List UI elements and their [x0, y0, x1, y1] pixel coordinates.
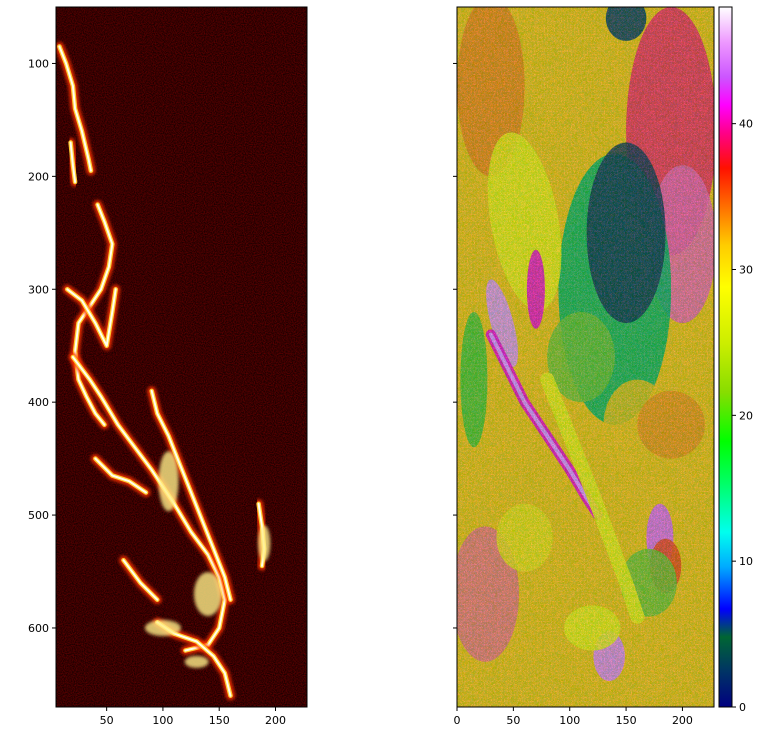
- left-y-tick-label: 200: [28, 170, 49, 183]
- left-heatmap-noise: [56, 7, 307, 707]
- left-y-tick-label: 600: [28, 622, 49, 635]
- colorbar-tick-label: 10: [739, 555, 753, 568]
- right-axes-frame: [456, 6, 715, 708]
- hot-filament-peak: [74, 203, 114, 426]
- left-y-tick-label: 100: [28, 57, 49, 70]
- right-x-tick-label: 150: [616, 714, 637, 727]
- right-x-axis: 0 50 100 150 200: [454, 707, 693, 727]
- right-heatmap-speckle: [457, 7, 714, 707]
- right-x-tick-label: 50: [506, 714, 520, 727]
- hot-filament-peak: [66, 288, 117, 347]
- hot-blob: [258, 525, 271, 562]
- colorbar-frame: [718, 6, 733, 708]
- left-x-tick-label: 200: [265, 714, 286, 727]
- hot-blob: [158, 451, 179, 512]
- hot-blob: [193, 572, 222, 617]
- left-bright-features: [56, 42, 271, 701]
- left-y-axis: 100 200 300 400 500 600: [28, 57, 56, 635]
- right-x-tick-label: 200: [672, 714, 693, 727]
- colorbar-tick-label: 20: [739, 409, 753, 422]
- hot-filament-peak: [94, 457, 147, 494]
- right-x-tick-label: 100: [559, 714, 580, 727]
- hot-filament-peak: [122, 559, 159, 601]
- hot-filament-peak: [69, 141, 77, 183]
- colorbar-axis: 0 10 20 30 40: [732, 118, 753, 714]
- hot-filament-peak: [58, 45, 92, 172]
- left-x-axis: 50 100 150 200: [100, 707, 286, 727]
- colorbar-tick-label: 40: [739, 118, 753, 131]
- left-y-tick-label: 400: [28, 396, 49, 409]
- hot-blob: [184, 655, 209, 668]
- left-x-tick-label: 50: [100, 714, 114, 727]
- left-x-tick-label: 100: [152, 714, 173, 727]
- left-y-tick-label: 500: [28, 509, 49, 522]
- hot-filament-peak: [150, 389, 232, 601]
- left-heatmap: [56, 7, 307, 707]
- hot-blob: [144, 619, 181, 636]
- right-heatmap: [457, 7, 714, 707]
- colorbar: [719, 7, 732, 707]
- left-axes-frame: [55, 6, 308, 708]
- right-y-axis: [453, 62, 457, 629]
- left-y-tick-label: 300: [28, 283, 49, 296]
- right-x-tick-label: 0: [454, 714, 461, 727]
- left-x-tick-label: 150: [209, 714, 230, 727]
- colorbar-tick-label: 0: [739, 701, 746, 714]
- colorbar-tick-label: 30: [739, 264, 753, 277]
- hot-filament-peak: [71, 356, 226, 652]
